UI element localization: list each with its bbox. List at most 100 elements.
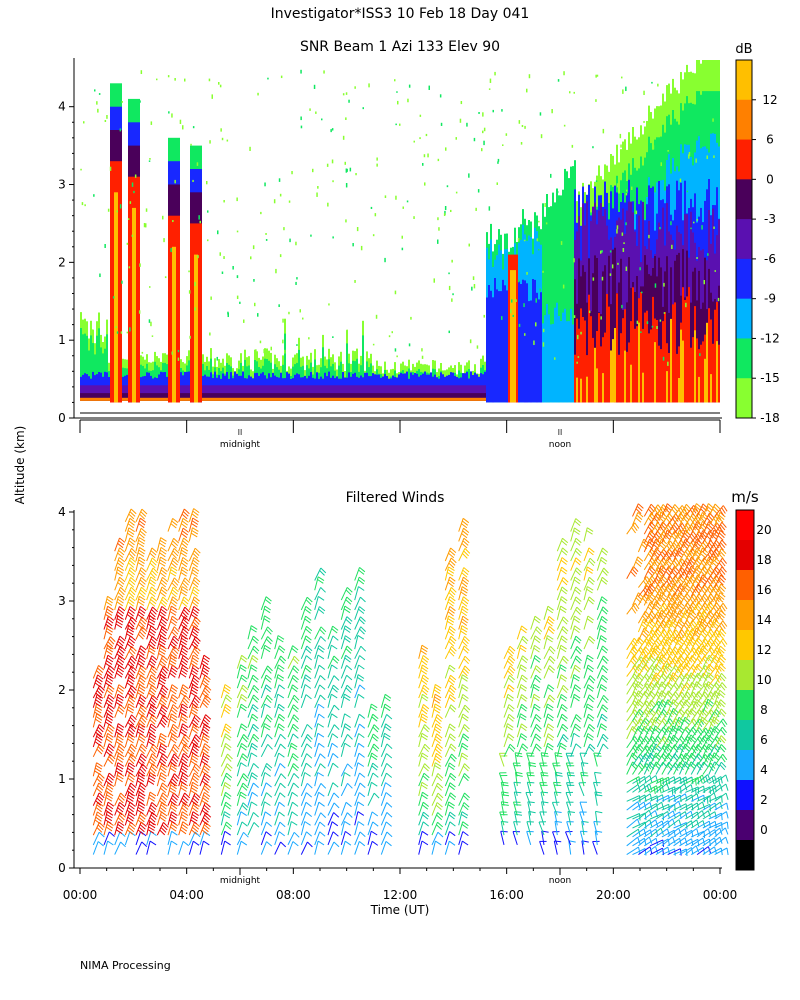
wind-barb [167,586,179,601]
snr-speckle [129,201,132,204]
snr-speckle [713,155,715,158]
wind-barb-flag [192,719,199,726]
snr-cell [330,397,332,401]
wind-barb-flag [150,804,157,810]
wind-barb-flag [182,511,189,517]
snr-speckle [167,75,170,78]
snr-speckle [263,349,265,354]
snr-cell [666,371,668,403]
wind-barb-flag [180,816,187,822]
snr-cell [324,397,326,401]
wind-barb [124,782,137,797]
snr-cell [618,282,620,403]
wind-barb-flag [141,714,148,721]
wind-barb-flag [202,807,209,813]
wind-barb-flag [173,626,180,633]
wind-barb-flag [127,601,134,607]
wind-barb-shaft [220,733,226,748]
snr-speckle [651,81,653,84]
wind-barb-shaft [167,801,173,816]
wind-barb-flag [97,726,104,733]
wind-barb-flag [182,540,189,546]
snr-cell [142,397,144,401]
snr-cell [258,393,260,401]
wind-barb-shaft [146,743,154,758]
snr-cell [284,333,286,401]
wind-barb-shaft [103,596,108,611]
wind-barb [124,596,136,611]
wind-barb-shaft [167,518,174,532]
wind-barb-flag [159,768,166,774]
wind-barb-shaft [146,645,151,659]
wind-barb-flag [117,582,124,588]
wind-barb-shaft [178,557,184,571]
snr-cell [296,397,298,401]
snr-cell [188,385,190,401]
snr-cell [282,397,284,401]
wind-barb-flag [190,711,197,717]
wind-barb-flag [181,716,188,721]
wind-barb-flag [116,663,123,669]
snr-speckle [544,203,546,207]
snr-speckle [170,247,172,253]
wind-barb-flag [172,638,179,644]
snr-speckle [609,250,612,253]
wind-barb-flag [171,650,177,657]
wind-barb-shaft [103,811,108,826]
wind-barb [199,772,211,787]
snr-cell [246,397,248,401]
wind-barb [156,655,169,669]
wind-barb-shaft [236,811,242,826]
snr-speckle [663,282,665,287]
snr-speckle [693,221,695,224]
wind-barb [188,703,200,718]
wind-barb-flag [139,513,145,520]
snr-cell [178,215,180,403]
snr-cell [396,385,398,401]
snr-cell [542,323,544,403]
snr-speckle [542,342,545,347]
wind-barb [178,606,191,620]
snr-cell [258,397,260,401]
snr-cell [202,393,204,401]
snr-cell [292,393,294,401]
wind-barb-flag [203,719,209,725]
wind-barb-flag [128,540,135,546]
wind-barb-flag [225,801,232,807]
snr-speckle [326,163,329,167]
snr-cell [162,385,164,401]
wind-barb-flag [118,684,125,690]
wind-barb-shaft [199,743,206,757]
wind-barb-flag [225,775,232,781]
wind-barb-flag [152,763,158,769]
snr-cell [272,397,274,401]
wind-barb-flag [96,804,103,810]
snr-cell [466,397,468,401]
wind-barb-flag [126,819,133,825]
wind-barb-flag [107,801,115,807]
snr-cell [594,347,596,403]
wind-barb-flag [149,726,156,732]
wind-barb-flag [148,643,155,649]
wind-barb [103,743,115,757]
wind-barb-flag [106,787,113,793]
snr-speckle [300,69,302,74]
wind-barb-shaft [199,772,206,787]
wind-barb-flag [137,777,145,783]
snr-speckle [659,319,662,322]
wind-barb-flag [138,770,144,777]
wind-barb-flag [159,663,166,669]
wind-barb-flag [96,696,103,702]
snr-cell [236,393,238,401]
wind-barb-shaft [220,802,227,816]
snr-cell [164,385,166,401]
wind-barb-flag [105,613,112,619]
wind-barb-flag [138,582,145,588]
snr-speckle [354,280,356,283]
wind-barb-flag [138,633,144,640]
snr-speckle [189,335,191,339]
wind-barb-shaft [156,635,162,650]
wind-barb-flag [173,548,180,554]
snr-speckle [521,125,524,128]
wind-barb-flag [192,628,199,634]
